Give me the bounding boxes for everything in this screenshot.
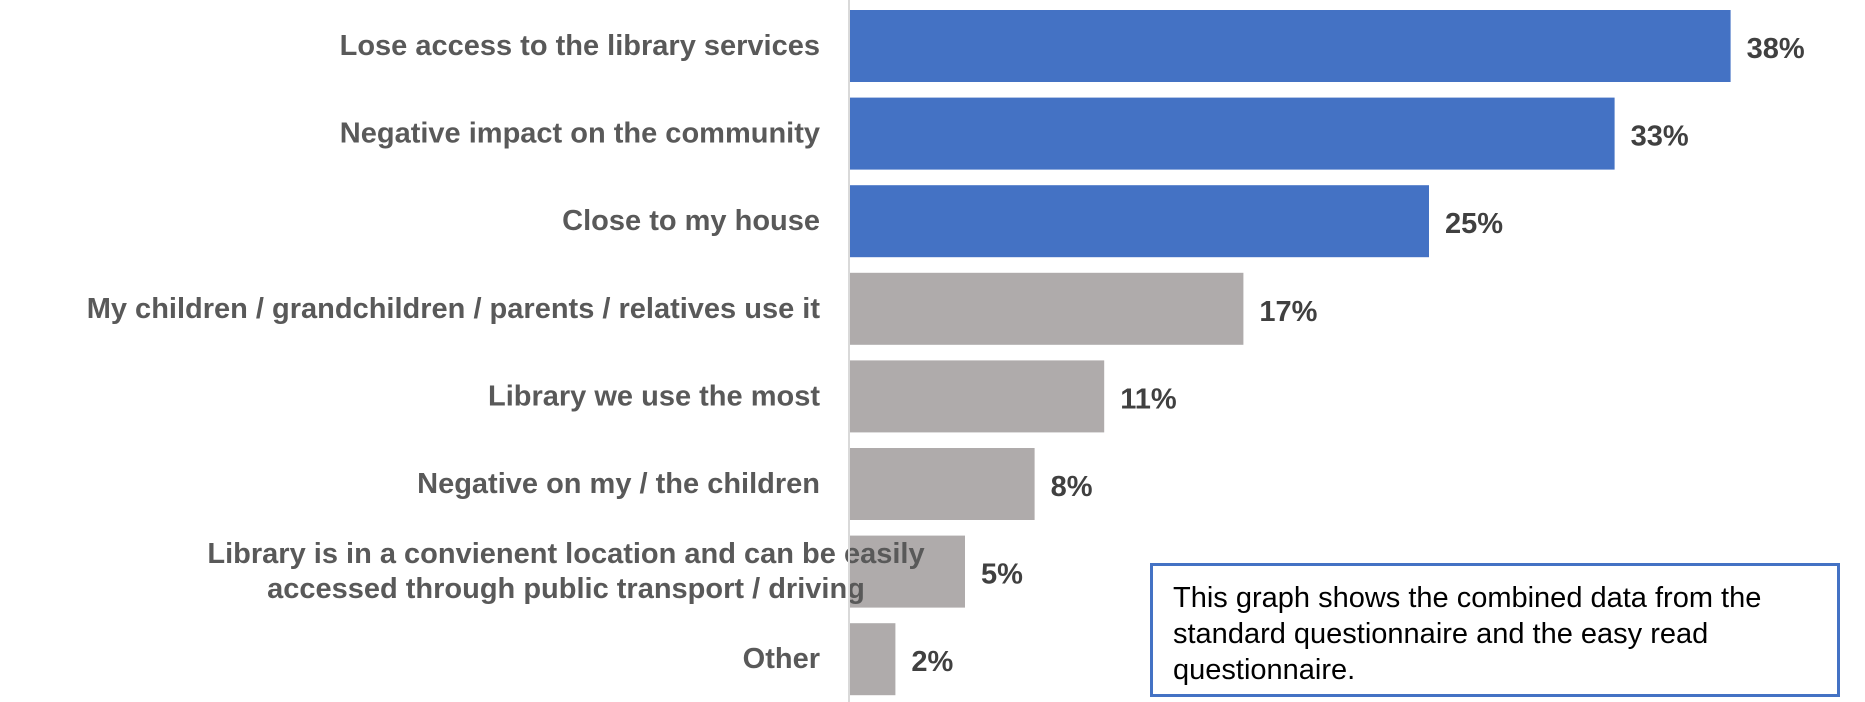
bar: [849, 185, 1429, 258]
value-label: 33%: [1631, 121, 1689, 153]
bar: [849, 448, 1035, 520]
category-label: Library we use the most: [488, 380, 820, 412]
value-label: 8%: [1051, 471, 1093, 503]
bar: [849, 623, 896, 696]
category-label: Negative on my / the children: [417, 468, 820, 500]
bar: [849, 272, 1244, 345]
value-label: 38%: [1747, 33, 1805, 65]
category-label: accessed through public transport / driv…: [267, 573, 865, 605]
value-label: 11%: [1120, 383, 1177, 415]
bar: [849, 535, 965, 608]
value-label: 25%: [1445, 208, 1503, 240]
note-box: This graph shows the combined data from …: [1150, 563, 1840, 697]
value-label: 2%: [911, 646, 953, 678]
category-label: Other: [743, 643, 820, 675]
bar: [849, 360, 1105, 433]
category-label: Library is in a convienent location and …: [207, 538, 924, 570]
value-label: 5%: [981, 559, 1023, 591]
value-labels-group: 38% 33% 25% 17% 11% 8% 5% 2%: [911, 33, 1804, 678]
category-label: Close to my house: [562, 205, 820, 237]
bar: [849, 97, 1615, 170]
category-labels-group: Lose access to the library services Negat…: [87, 30, 925, 675]
category-label: Negative impact on the community: [340, 118, 820, 150]
bar: [849, 10, 1731, 82]
category-label: Lose access to the library services: [340, 30, 820, 62]
bars-group: [849, 10, 1731, 696]
note-text: This graph shows the combined data from …: [1173, 582, 1762, 686]
category-label: My children / grandchildren / parents / …: [87, 293, 821, 325]
value-label: 17%: [1259, 296, 1317, 328]
